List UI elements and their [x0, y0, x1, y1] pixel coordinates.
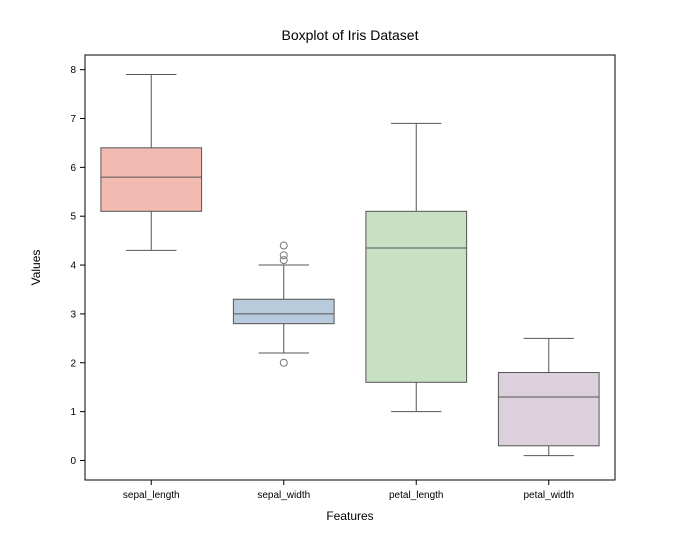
ytick-label: 6	[70, 163, 76, 174]
ytick-label: 3	[70, 309, 76, 320]
ytick-label: 8	[70, 65, 76, 76]
ytick-label: 1	[70, 407, 76, 418]
ytick-label: 5	[70, 212, 76, 223]
xtick-label: sepal_width	[257, 490, 310, 501]
ytick-label: 7	[70, 114, 76, 125]
xtick-label: petal_width	[523, 490, 574, 501]
chart-svg: 0 1 2 3 4 5 6 7 8 sepal_length sepal_width petal_le…	[0, 0, 682, 552]
y-axis-label: Values	[29, 250, 43, 286]
xtick-label: petal_length	[389, 490, 444, 501]
ytick-label: 4	[70, 261, 76, 272]
xtick-label: sepal_length	[123, 490, 180, 501]
ytick-label: 2	[70, 358, 76, 369]
box-rect	[233, 299, 334, 323]
box-rect	[366, 211, 467, 382]
box-rect	[498, 373, 599, 446]
box-rect	[101, 148, 202, 212]
boxplot-chart: 0 1 2 3 4 5 6 7 8 sepal_length sepal_width petal_le…	[0, 0, 682, 552]
x-axis-label: Features	[326, 509, 373, 523]
chart-title: Boxplot of Iris Dataset	[282, 27, 419, 43]
ytick-label: 0	[70, 456, 76, 467]
